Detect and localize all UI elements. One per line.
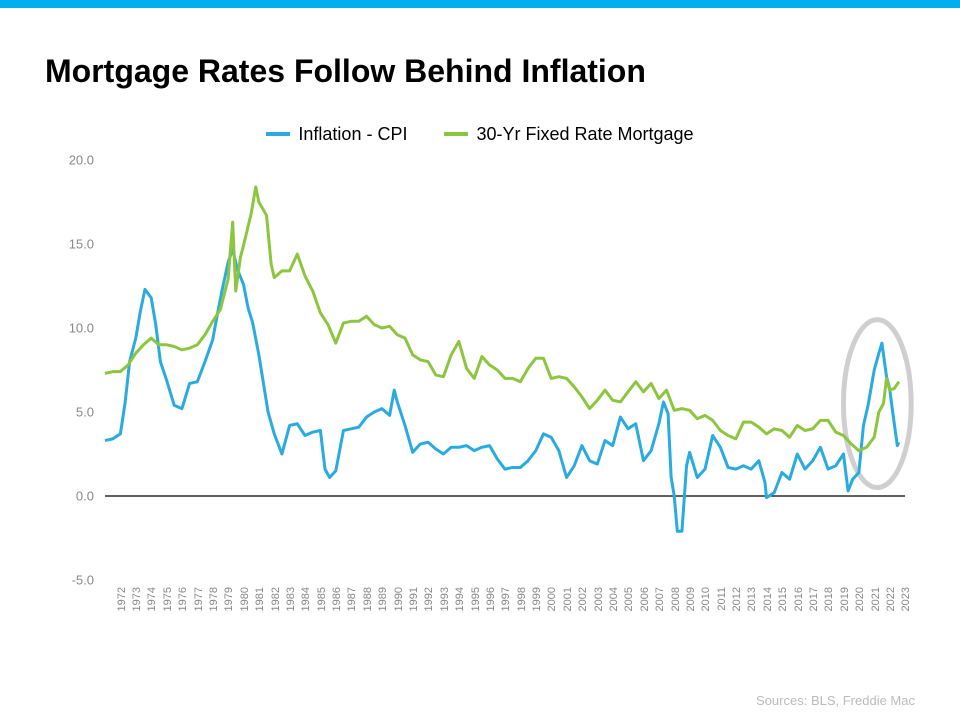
x-tick-label: 1984: [300, 587, 312, 611]
legend-swatch-cpi: [266, 132, 290, 136]
x-tick-label: 2023: [900, 587, 912, 611]
legend: Inflation - CPI 30-Yr Fixed Rate Mortgag…: [45, 120, 915, 145]
x-tick-label: 1976: [177, 587, 189, 611]
x-tick-label: 2012: [731, 587, 743, 611]
x-tick-label: 1973: [131, 587, 143, 611]
x-tick-label: 1977: [193, 587, 205, 611]
x-tick-label: 2018: [823, 587, 835, 611]
x-tick-label: 1994: [454, 587, 466, 611]
x-tick-label: 2003: [593, 587, 605, 611]
x-tick-label: 1992: [423, 587, 435, 611]
x-tick-label: 1974: [146, 587, 158, 611]
x-tick-label: 1987: [346, 587, 358, 611]
y-tick-label: 10.0: [69, 321, 94, 336]
x-tick-label: 1990: [393, 587, 405, 611]
x-tick-label: 1999: [531, 587, 543, 611]
x-tick-label: 1997: [500, 587, 512, 611]
plot-area: [105, 160, 905, 580]
top-accent-bar: [0, 0, 960, 8]
x-tick-label: 2011: [716, 587, 728, 611]
legend-item-mortgage: 30-Yr Fixed Rate Mortgage: [444, 124, 693, 145]
chart-title: Mortgage Rates Follow Behind Inflation: [45, 53, 915, 90]
x-tick-label: 2014: [762, 587, 774, 611]
x-tick-label: 1996: [485, 587, 497, 611]
x-tick-label: 1998: [516, 587, 528, 611]
x-tick-label: 2016: [793, 587, 805, 611]
x-tick-label: 1981: [254, 587, 266, 611]
x-tick-label: 1986: [331, 587, 343, 611]
plot-svg: [105, 160, 905, 580]
x-tick-label: 2010: [700, 587, 712, 611]
x-tick-label: 2019: [839, 587, 851, 611]
legend-label-mortgage: 30-Yr Fixed Rate Mortgage: [476, 124, 693, 145]
x-tick-label: 1979: [223, 587, 235, 611]
x-tick-label: 2007: [654, 587, 666, 611]
chart-area: Inflation - CPI 30-Yr Fixed Rate Mortgag…: [45, 120, 915, 650]
y-axis-labels: -5.00.05.010.015.020.0: [45, 160, 100, 580]
legend-label-cpi: Inflation - CPI: [298, 124, 407, 145]
y-tick-label: 0.0: [76, 489, 94, 504]
chart-container: Mortgage Rates Follow Behind Inflation I…: [0, 8, 960, 660]
x-tick-label: 1978: [208, 587, 220, 611]
x-tick-label: 2001: [562, 587, 574, 611]
legend-swatch-mortgage: [444, 132, 468, 136]
x-tick-label: 1982: [270, 587, 282, 611]
x-tick-label: 2004: [608, 587, 620, 611]
x-tick-label: 2000: [546, 587, 558, 611]
x-tick-label: 2022: [885, 587, 897, 611]
x-tick-label: 2009: [685, 587, 697, 611]
x-tick-label: 1975: [162, 587, 174, 611]
x-tick-label: 1995: [470, 587, 482, 611]
x-tick-label: 2020: [854, 587, 866, 611]
x-tick-label: 2002: [577, 587, 589, 611]
x-tick-label: 1988: [362, 587, 374, 611]
y-tick-label: -5.0: [72, 573, 94, 588]
source-text: Sources: BLS, Freddie Mac: [756, 693, 915, 708]
x-tick-label: 2017: [808, 587, 820, 611]
y-tick-label: 15.0: [69, 237, 94, 252]
x-tick-label: 1993: [439, 587, 451, 611]
x-tick-label: 2005: [623, 587, 635, 611]
x-tick-label: 2015: [777, 587, 789, 611]
x-tick-label: 1985: [316, 587, 328, 611]
x-tick-label: 2006: [639, 587, 651, 611]
x-axis-labels: 197219731974 19751976 197719781979 19801981…: [105, 585, 905, 655]
x-tick-label: 1983: [285, 587, 297, 611]
legend-item-cpi: Inflation - CPI: [266, 124, 407, 145]
y-tick-label: 20.0: [69, 153, 94, 168]
y-tick-label: 5.0: [76, 405, 94, 420]
x-tick-label: 2021: [870, 587, 882, 611]
x-tick-label: 2008: [670, 587, 682, 611]
x-tick-label: 2013: [746, 587, 758, 611]
x-tick-label: 1991: [408, 587, 420, 611]
x-tick-label: 1972: [116, 587, 128, 611]
x-tick-label: 1989: [377, 587, 389, 611]
x-tick-label: 1980: [239, 587, 251, 611]
